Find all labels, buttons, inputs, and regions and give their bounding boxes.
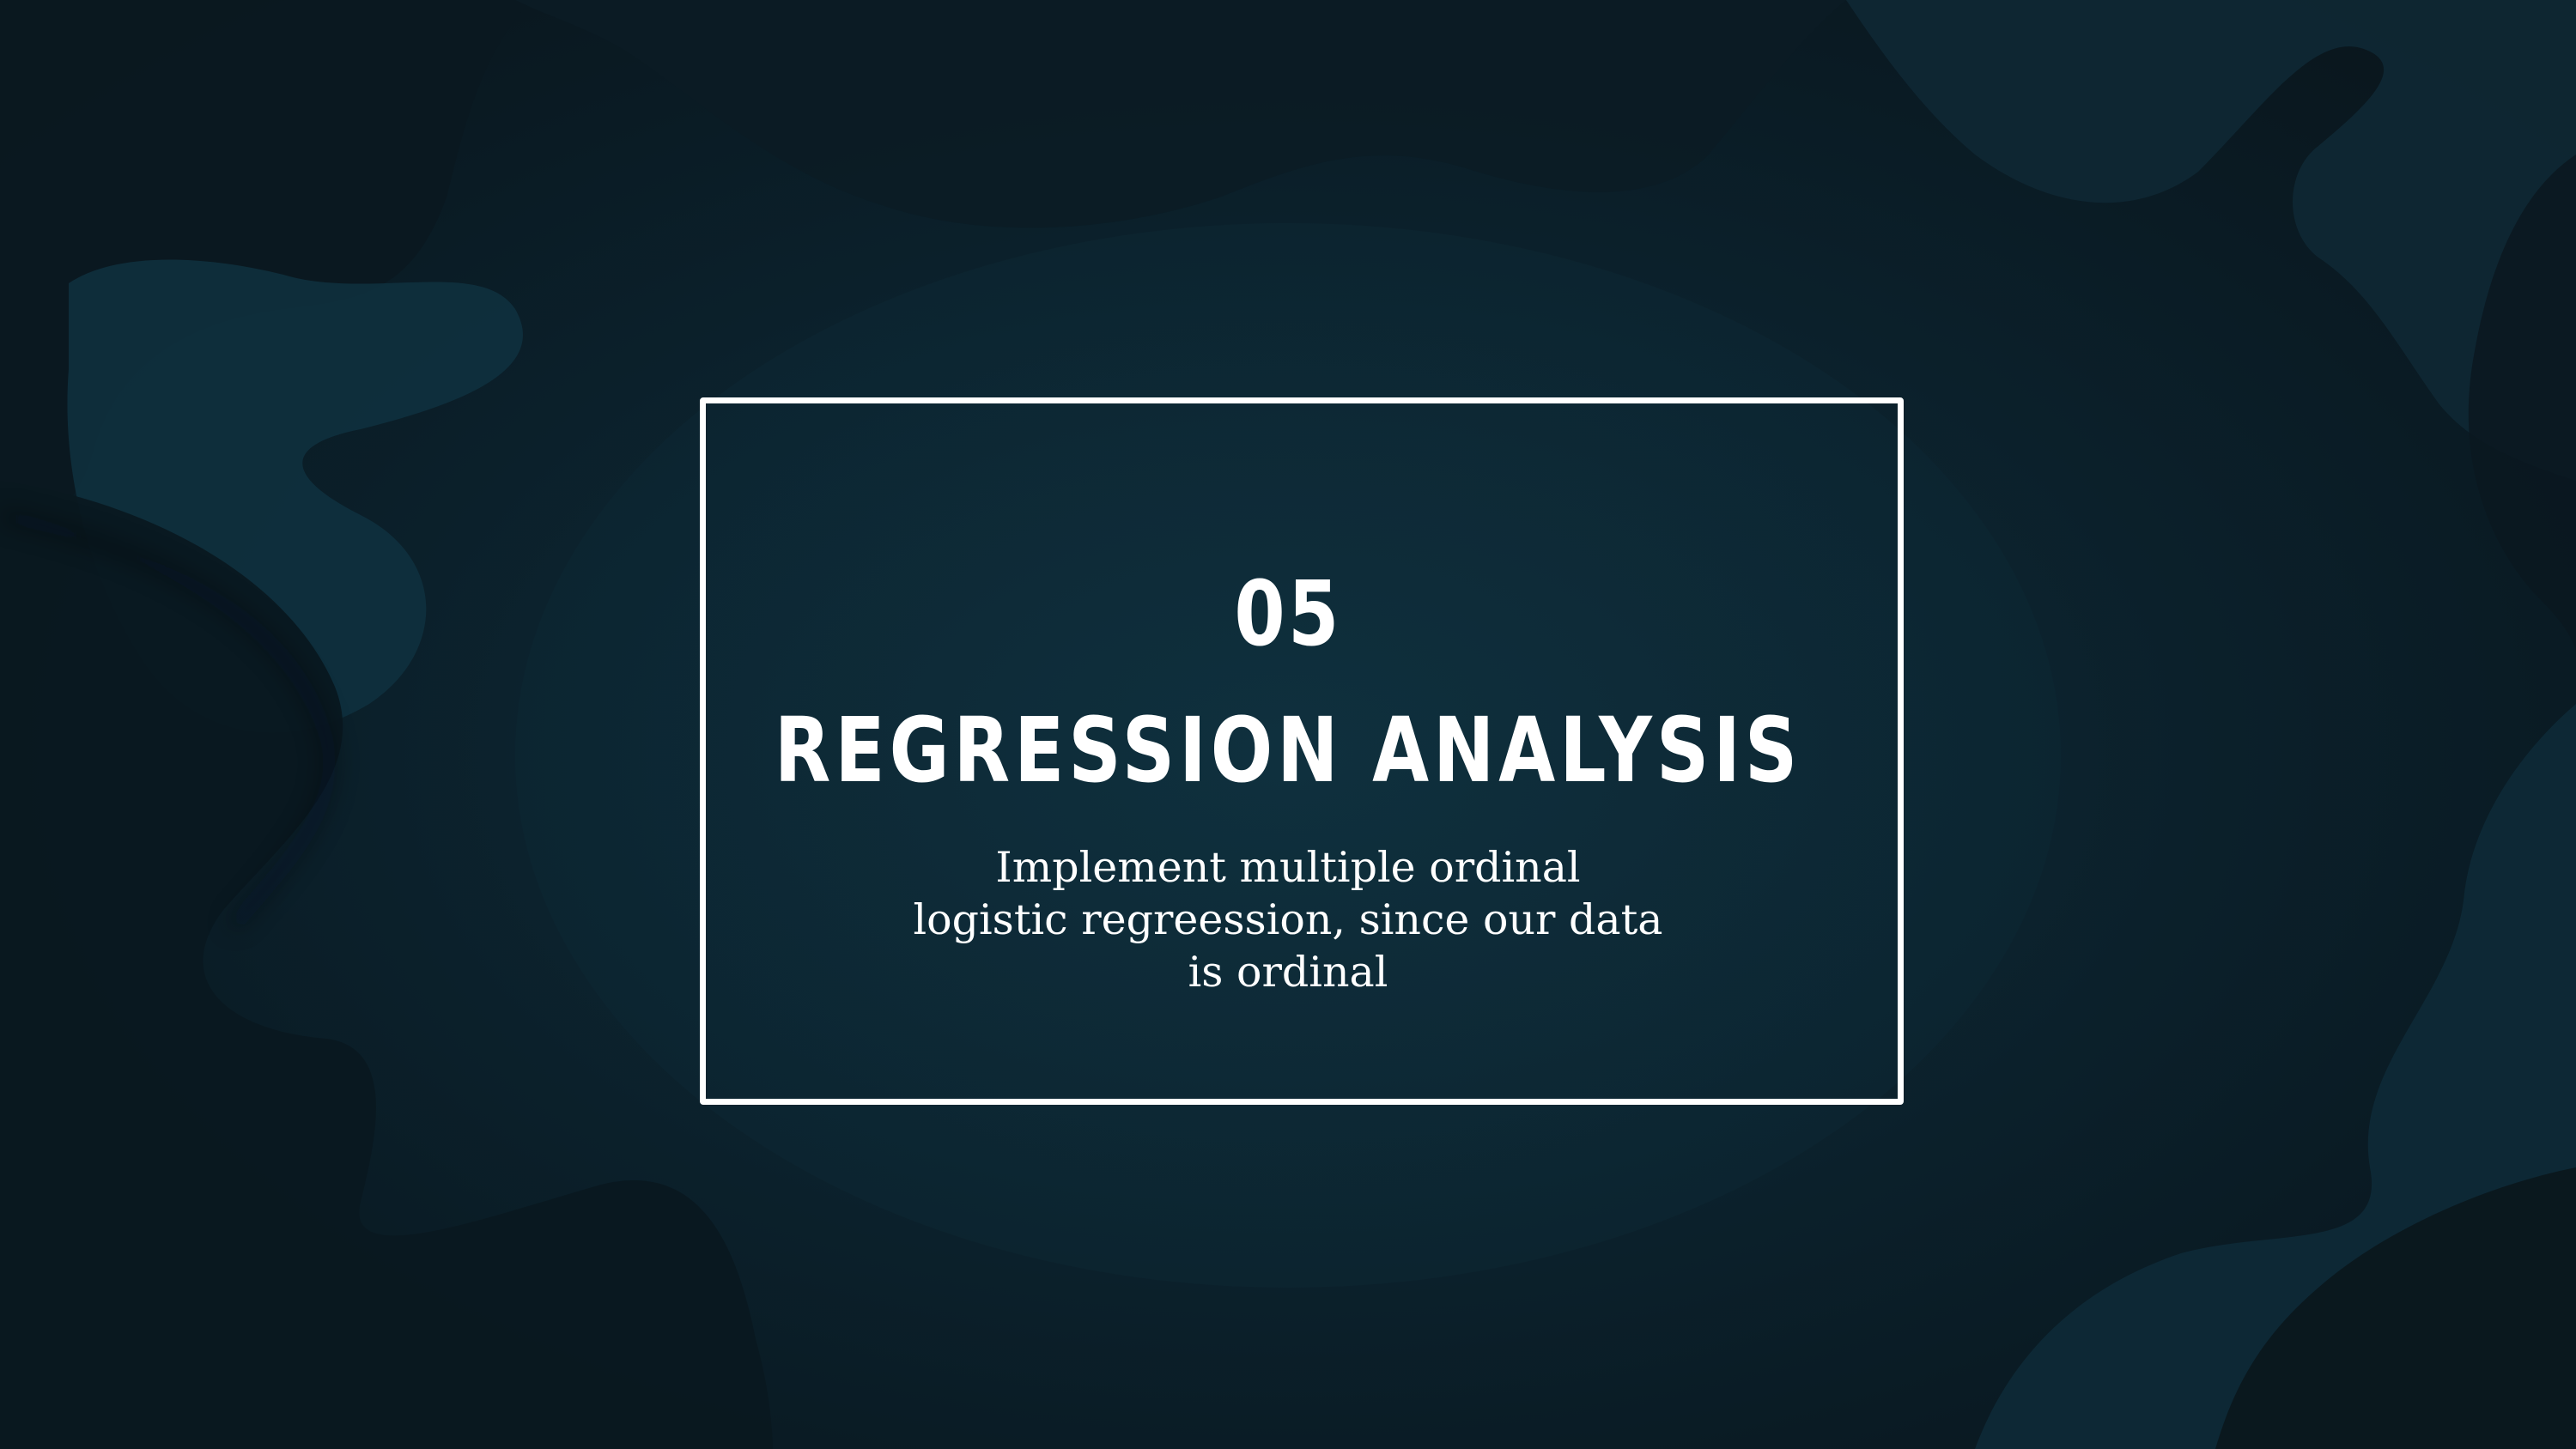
bg-blob-right: [2468, 155, 2576, 652]
bg-blob-left-edge: [0, 511, 334, 931]
bg-blob-top-left: [0, 0, 532, 541]
section-title: REGRESSION ANALYSIS: [774, 698, 1802, 803]
bg-blob-top-right: [1846, 0, 2576, 481]
bg-blob-top-center: [515, 0, 1846, 228]
section-number: 05: [1234, 561, 1342, 666]
section-description: Implement multiple ordinal logistic regr…: [913, 843, 1663, 997]
bg-blob-right-corner: [2215, 1167, 2576, 1449]
bg-center-glow: [515, 223, 2061, 1288]
title-frame: [700, 397, 1904, 1105]
bg-blob-left-bottom: [0, 481, 773, 1449]
